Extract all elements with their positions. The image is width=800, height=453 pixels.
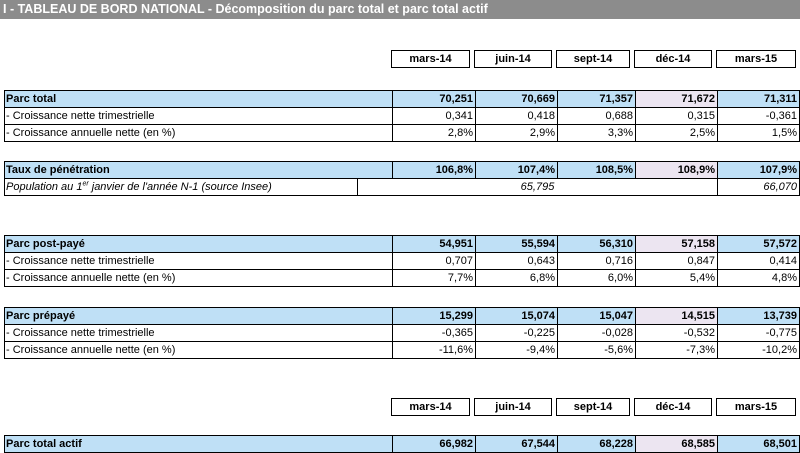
value-cell: 5,4% [635, 270, 717, 286]
prepaye-row: Parc prépayé 15,299 15,074 15,047 14,515… [5, 308, 799, 324]
value-cell: 68,501 [717, 436, 799, 452]
value-cell: 108,9% [635, 162, 717, 178]
prepaye-table: Parc prépayé 15,299 15,074 15,047 14,515… [4, 307, 800, 359]
value-cell: -0,775 [717, 325, 799, 341]
value-cell: 6,0% [557, 270, 635, 286]
value-cell: 0,414 [717, 253, 799, 269]
value-cell: 2,9% [475, 125, 557, 141]
population-value: 66,070 [717, 179, 799, 195]
value-cell: 56,310 [557, 236, 635, 252]
value-cell: 0,847 [635, 253, 717, 269]
value-cell: 15,047 [557, 308, 635, 324]
row-label: - Croissance annuelle nette (en %) [6, 127, 176, 139]
value-cell: 0,341 [392, 108, 475, 124]
row-label: - Croissance annuelle nette (en %) [6, 344, 176, 356]
value-cell: -9,4% [475, 342, 557, 358]
parc-actif-table: Parc total actif 66,982 67,544 68,228 68… [4, 435, 800, 453]
period-header-row: mars-14 juin-14 sept-14 déc-14 mars-15 [0, 398, 800, 416]
value-cell: -0,532 [635, 325, 717, 341]
value-cell: 0,418 [475, 108, 557, 124]
value-cell: 67,544 [475, 436, 557, 452]
croissance-ann-row: - Croissance annuelle nette (en %) -11,6… [5, 341, 799, 358]
parc-total-table: Parc total 70,251 70,669 71,357 71,672 7… [4, 90, 800, 142]
value-cell: 57,572 [717, 236, 799, 252]
row-label: Population au 1er janvier de l'année N-1… [6, 180, 272, 193]
value-cell: 0,716 [557, 253, 635, 269]
row-label: - Croissance annuelle nette (en %) [6, 272, 176, 284]
period-header: déc-14 [634, 50, 712, 68]
value-cell: 57,158 [635, 236, 717, 252]
page-title: I - TABLEAU DE BORD NATIONAL - Décomposi… [0, 0, 800, 19]
value-cell: 107,9% [717, 162, 799, 178]
value-cell: -11,6% [392, 342, 475, 358]
post-paye-row: Parc post-payé 54,951 55,594 56,310 57,1… [5, 236, 799, 252]
value-cell: 68,585 [635, 436, 717, 452]
period-header: mars-14 [391, 398, 470, 416]
period-header: déc-14 [634, 398, 712, 416]
value-cell: 2,5% [635, 125, 717, 141]
period-header-row: mars-14 juin-14 sept-14 déc-14 mars-15 [0, 50, 800, 68]
value-cell: 71,311 [717, 91, 799, 107]
value-cell: 107,4% [475, 162, 557, 178]
value-cell: 6,8% [475, 270, 557, 286]
value-cell: 7,7% [392, 270, 475, 286]
row-label: - Croissance nette trimestrielle [6, 255, 155, 267]
population-value: 65,795 [357, 179, 717, 195]
value-cell: 4,8% [717, 270, 799, 286]
croissance-trim-row: - Croissance nette trimestrielle 0,707 0… [5, 252, 799, 269]
value-cell: 71,672 [635, 91, 717, 107]
value-cell: 14,515 [635, 308, 717, 324]
post-paye-table: Parc post-payé 54,951 55,594 56,310 57,1… [4, 235, 800, 287]
value-cell: 0,688 [557, 108, 635, 124]
row-label: Taux de pénétration [6, 164, 110, 176]
period-header: mars-14 [391, 50, 470, 68]
period-header: juin-14 [474, 398, 552, 416]
croissance-ann-row: - Croissance annuelle nette (en %) 2,8% … [5, 124, 799, 141]
parc-actif-row: Parc total actif 66,982 67,544 68,228 68… [5, 436, 799, 452]
period-header: juin-14 [474, 50, 552, 68]
croissance-trim-row: - Croissance nette trimestrielle 0,341 0… [5, 107, 799, 124]
period-header: mars-15 [716, 50, 796, 68]
value-cell: -10,2% [717, 342, 799, 358]
value-cell: -0,361 [717, 108, 799, 124]
value-cell: -0,365 [392, 325, 475, 341]
value-cell: 68,228 [557, 436, 635, 452]
value-cell: 15,299 [392, 308, 475, 324]
value-cell: 54,951 [392, 236, 475, 252]
value-cell: 13,739 [717, 308, 799, 324]
row-label: Parc total [6, 93, 57, 105]
value-cell: 0,315 [635, 108, 717, 124]
value-cell: 106,8% [392, 162, 475, 178]
value-cell: 55,594 [475, 236, 557, 252]
value-cell: 70,669 [475, 91, 557, 107]
value-cell: -0,028 [557, 325, 635, 341]
row-label: Parc prépayé [6, 310, 76, 322]
row-label: - Croissance nette trimestrielle [6, 110, 155, 122]
parc-total-row: Parc total 70,251 70,669 71,357 71,672 7… [5, 91, 799, 107]
croissance-trim-row: - Croissance nette trimestrielle -0,365 … [5, 324, 799, 341]
value-cell: 3,3% [557, 125, 635, 141]
value-cell: 15,074 [475, 308, 557, 324]
value-cell: 66,982 [392, 436, 475, 452]
value-cell: -5,6% [557, 342, 635, 358]
value-cell: 2,8% [392, 125, 475, 141]
value-cell: 108,5% [557, 162, 635, 178]
croissance-ann-row: - Croissance annuelle nette (en %) 7,7% … [5, 269, 799, 286]
value-cell: 70,251 [392, 91, 475, 107]
row-label: - Croissance nette trimestrielle [6, 327, 155, 339]
period-header: sept-14 [556, 398, 630, 416]
row-label: Parc post-payé [6, 238, 85, 250]
population-row: Population au 1er janvier de l'année N-1… [5, 178, 799, 195]
period-header: sept-14 [556, 50, 630, 68]
penetration-table: Taux de pénétration 106,8% 107,4% 108,5%… [4, 161, 800, 196]
value-cell: 0,643 [475, 253, 557, 269]
period-header: mars-15 [716, 398, 796, 416]
value-cell: -0,225 [475, 325, 557, 341]
penetration-row: Taux de pénétration 106,8% 107,4% 108,5%… [5, 162, 799, 178]
value-cell: -7,3% [635, 342, 717, 358]
row-label: Parc total actif [6, 438, 82, 450]
value-cell: 71,357 [557, 91, 635, 107]
value-cell: 1,5% [717, 125, 799, 141]
value-cell: 0,707 [392, 253, 475, 269]
